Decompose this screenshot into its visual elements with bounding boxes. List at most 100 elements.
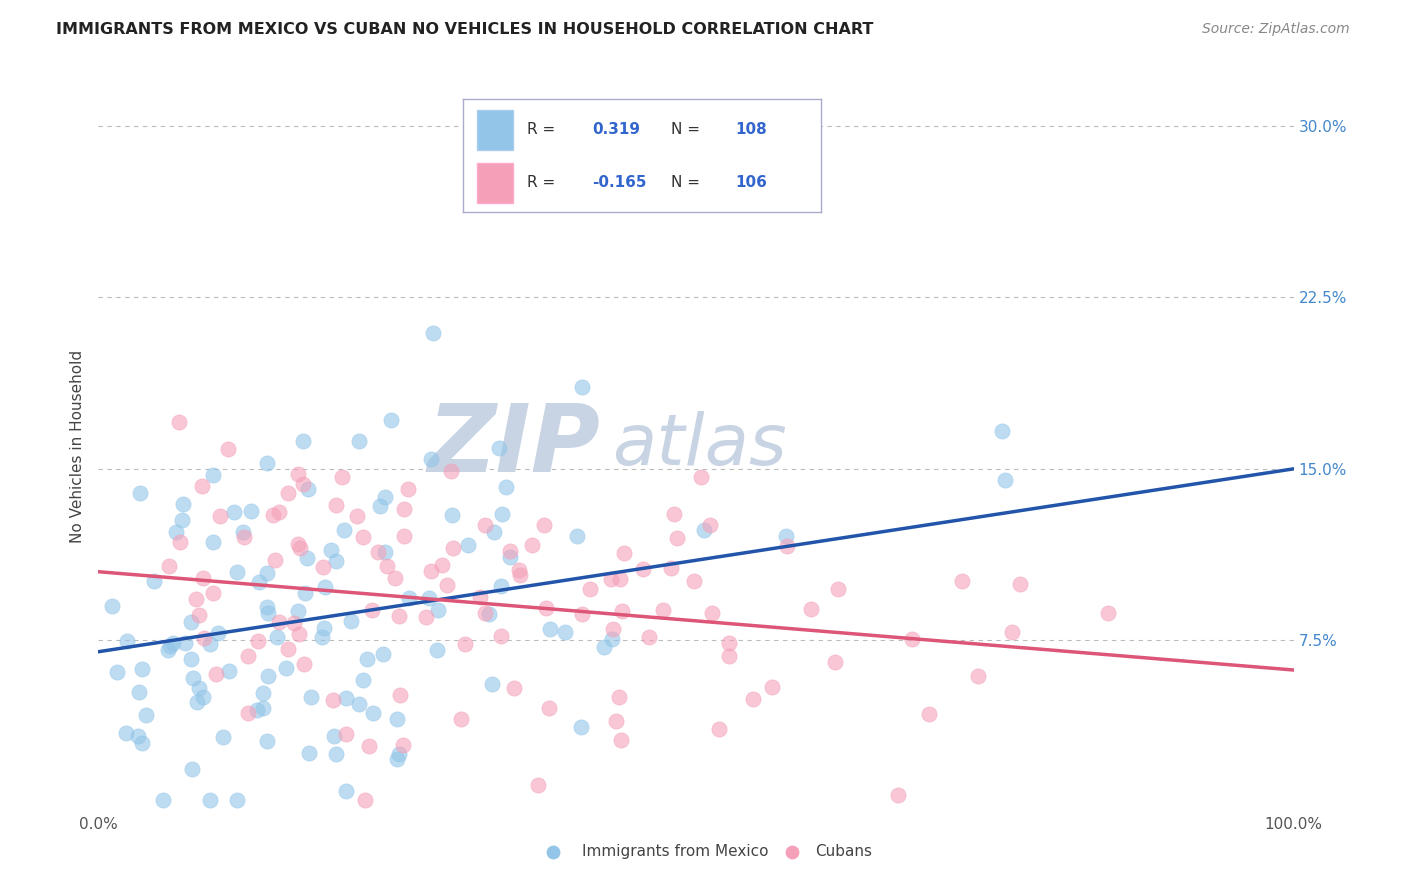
Point [162,636,184,650]
Point [392,529,415,543]
Point [389,688,412,702]
Point [419,564,441,578]
Point [776,539,799,553]
Point [256,566,278,580]
Point [256,606,278,620]
Point [135,707,157,722]
Point [374,490,396,504]
Point [607,690,630,705]
Point [332,523,354,537]
Point [256,733,278,747]
Point [662,508,685,522]
Point [538,622,561,636]
Point [761,680,783,694]
Point [131,662,153,676]
Point [312,621,335,635]
Point [418,591,440,605]
Point [457,538,479,552]
Point [477,607,499,621]
Point [325,747,347,761]
Point [388,609,411,624]
Point [384,570,406,584]
Point [357,739,380,753]
Point [167,415,190,429]
Point [533,517,555,532]
Point [252,686,274,700]
Point [375,558,398,573]
Point [186,695,208,709]
Point [398,591,420,606]
Point [489,629,512,643]
Point [246,704,269,718]
Point [827,582,849,596]
Point [292,434,315,449]
Point [180,762,202,776]
Point [482,524,505,539]
Point [180,615,202,629]
Point [491,508,513,522]
Point [361,603,384,617]
Point [297,482,319,496]
Point [441,541,464,555]
Point [352,530,374,544]
Point [967,668,990,682]
Point [468,590,491,604]
Point [266,630,288,644]
Point [700,606,723,620]
Point [208,509,231,524]
Point [107,665,129,680]
Point [325,554,347,568]
Point [143,574,166,588]
Point [225,566,247,580]
Point [232,530,254,544]
Point [202,535,225,549]
Point [312,559,335,574]
Point [495,480,517,494]
Text: Source: ZipAtlas.com: Source: ZipAtlas.com [1202,22,1350,37]
Point [693,523,716,537]
Point [349,697,371,711]
Point [392,502,415,516]
Point [380,413,402,427]
Point [211,730,233,744]
Point [994,473,1017,487]
Point [454,636,477,650]
Point [101,599,124,613]
Point [181,671,204,685]
Point [356,651,378,665]
Point [498,549,520,564]
Point [652,603,675,617]
Point [322,729,344,743]
Point [509,567,531,582]
Point [346,509,368,524]
Point [193,571,215,585]
Point [335,727,357,741]
Point [217,442,239,457]
Point [385,752,408,766]
Point [432,558,454,573]
Point [172,497,194,511]
Point [187,607,209,622]
Point [371,647,394,661]
Point [1010,577,1032,591]
Point [718,648,741,663]
Point [340,614,363,628]
Point [127,729,149,743]
Point [131,736,153,750]
Point [659,561,682,575]
Point [565,529,588,543]
Point [474,607,496,621]
Point [295,551,318,566]
Point [152,793,174,807]
Point [247,575,270,590]
Point [522,538,544,552]
Point [368,499,391,513]
Point [277,486,299,500]
Point [600,572,623,586]
Point [488,441,510,455]
Point [290,541,312,556]
Point [918,706,941,721]
Point [240,504,263,518]
Point [610,732,633,747]
Point [499,543,522,558]
